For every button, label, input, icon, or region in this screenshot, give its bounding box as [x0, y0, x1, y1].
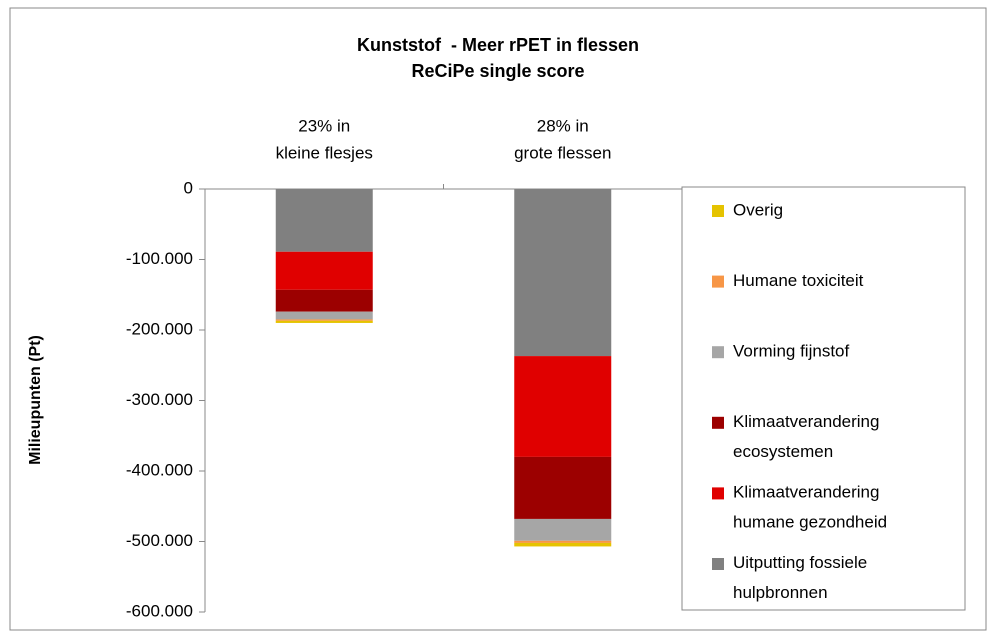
bar-segment [514, 542, 612, 547]
bar-segment [514, 518, 612, 541]
legend-swatch [712, 275, 724, 288]
bar-segment [275, 251, 373, 290]
y-tick-label: -500.000 [126, 531, 193, 550]
chart-title: Kunststof - Meer rPET in flessen [357, 35, 639, 55]
bar-segment [275, 319, 373, 321]
bar-segment [514, 540, 612, 543]
legend-swatch [712, 487, 724, 500]
bar-segment [275, 289, 373, 312]
y-axis-title: Milieupunten (Pt) [27, 335, 44, 465]
chart-subtitle: ReCiPe single score [411, 61, 584, 81]
y-tick-label: 0 [184, 178, 193, 197]
legend-label: Klimaatverandering ecosystemen [733, 412, 879, 461]
legend-swatch [712, 416, 724, 429]
bar-segment [514, 356, 612, 457]
x-tick-label: 28% in grote flessen [514, 117, 611, 163]
bar-segment [514, 456, 612, 519]
bar-segment [275, 320, 373, 323]
y-tick-label: -200.000 [126, 319, 193, 338]
chart-frame [9, 7, 987, 631]
bar-segment [275, 189, 373, 252]
legend-label: Overig [733, 200, 783, 219]
legend-label: Humane toxiciteit [733, 271, 864, 290]
legend-label: Klimaatverandering humane gezondheid [733, 483, 887, 532]
bar-segment [514, 189, 612, 357]
bar-segment [275, 311, 373, 320]
y-tick-label: -100.000 [126, 249, 193, 268]
legend-label: Uitputting fossiele hulpbronnen [733, 553, 867, 602]
y-tick-label: -600.000 [126, 601, 193, 620]
legend-swatch [712, 205, 724, 217]
legend-swatch [712, 558, 724, 570]
legend-box [681, 186, 966, 611]
legend-swatch [712, 346, 724, 359]
x-tick-label: 23% in kleine flesjes [276, 117, 373, 163]
y-tick-label: -300.000 [126, 390, 193, 409]
y-tick-label: -400.000 [126, 460, 193, 479]
legend-label: Vorming fijnstof [733, 342, 849, 361]
